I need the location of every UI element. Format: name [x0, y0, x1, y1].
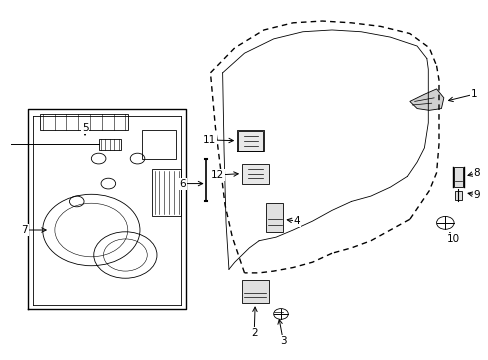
Text: 11: 11 — [203, 135, 216, 145]
Bar — [242, 280, 268, 303]
Text: 4: 4 — [293, 216, 300, 226]
Bar — [453, 167, 462, 187]
Text: 12: 12 — [210, 170, 224, 180]
Bar — [142, 130, 176, 158]
Bar — [454, 191, 461, 200]
Bar — [238, 131, 263, 151]
Bar — [40, 114, 127, 130]
Bar — [152, 169, 181, 216]
Text: 9: 9 — [473, 190, 479, 200]
Text: 8: 8 — [473, 168, 479, 178]
Bar — [266, 203, 283, 232]
Bar — [99, 139, 120, 150]
Polygon shape — [409, 89, 443, 111]
Text: 10: 10 — [446, 234, 459, 244]
Text: 1: 1 — [470, 89, 476, 99]
Bar — [242, 164, 268, 184]
Text: 7: 7 — [21, 225, 28, 235]
Text: 5: 5 — [81, 123, 88, 133]
Text: 6: 6 — [179, 179, 185, 189]
Text: 2: 2 — [250, 328, 257, 338]
Text: 3: 3 — [280, 337, 286, 346]
